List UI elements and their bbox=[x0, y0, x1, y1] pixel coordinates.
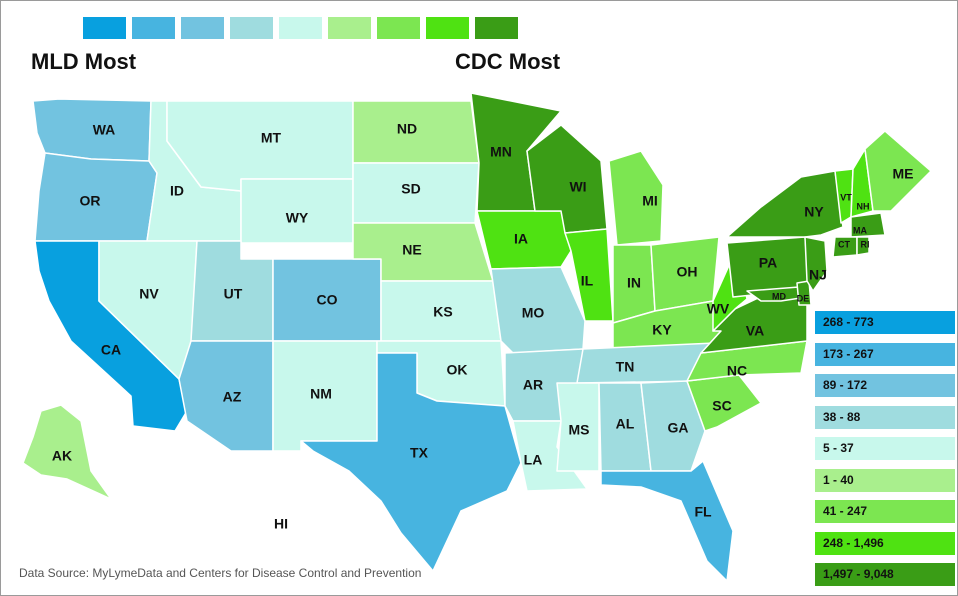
state-ma bbox=[850, 212, 886, 238]
state-label-nm: NM bbox=[310, 386, 332, 402]
state-label-mn: MN bbox=[490, 144, 512, 160]
state-label-wv: WV bbox=[707, 301, 730, 317]
state-label-ks: KS bbox=[433, 304, 452, 320]
state-ms bbox=[556, 382, 600, 472]
state-label-al: AL bbox=[616, 416, 635, 432]
state-label-la: LA bbox=[524, 452, 543, 468]
state-label-id: ID bbox=[170, 183, 184, 199]
state-label-ri: RI bbox=[861, 239, 870, 249]
state-label-tx: TX bbox=[410, 445, 429, 461]
scale-swatch bbox=[181, 17, 224, 39]
state-label-ca: CA bbox=[101, 342, 121, 358]
state-label-mo: MO bbox=[522, 305, 545, 321]
legend: 268 - 773 173 - 267 89 - 172 38 - 88 5 - 37 1… bbox=[815, 311, 955, 595]
state-label-il: IL bbox=[581, 273, 594, 289]
state-label-nv: NV bbox=[139, 286, 159, 302]
state-label-nc: NC bbox=[727, 363, 747, 379]
state-label-ut: UT bbox=[224, 286, 243, 302]
state-mi bbox=[608, 150, 664, 246]
state-me bbox=[864, 130, 932, 212]
state-label-va: VA bbox=[746, 323, 764, 339]
state-ri bbox=[856, 236, 870, 256]
state-label-az: AZ bbox=[223, 389, 242, 405]
state-label-ky: KY bbox=[652, 322, 672, 338]
scale-swatch bbox=[426, 17, 469, 39]
legend-item: 173 - 267 bbox=[815, 342, 955, 366]
state-label-mi: MI bbox=[642, 193, 658, 209]
state-ak bbox=[22, 404, 112, 500]
scale-swatch bbox=[132, 17, 175, 39]
state-label-ga: GA bbox=[668, 420, 689, 436]
state-label-sd: SD bbox=[401, 181, 420, 197]
scale-swatch bbox=[230, 17, 273, 39]
legend-item: 1,497 - 9,048 bbox=[815, 563, 955, 586]
state-label-ok: OK bbox=[447, 362, 468, 378]
state-label-vt: VT bbox=[840, 192, 852, 202]
state-label-or: OR bbox=[80, 193, 101, 209]
state-label-oh: OH bbox=[677, 264, 698, 280]
state-label-md: MD bbox=[772, 291, 786, 301]
state-label-ny: NY bbox=[804, 204, 824, 220]
data-source-note: Data Source: MyLymeData and Centers for … bbox=[19, 566, 422, 580]
scale-swatch bbox=[328, 17, 371, 39]
state-label-sc: SC bbox=[712, 398, 731, 414]
state-label-wi: WI bbox=[569, 179, 586, 195]
state-label-co: CO bbox=[317, 292, 338, 308]
state-label-ia: IA bbox=[514, 231, 528, 247]
state-label-wy: WY bbox=[286, 210, 309, 226]
state-label-pa: PA bbox=[759, 255, 777, 271]
state-label-nh: NH bbox=[857, 201, 870, 211]
state-label-ms: MS bbox=[569, 422, 590, 438]
state-ny bbox=[726, 170, 844, 238]
scale-swatch bbox=[377, 17, 420, 39]
legend-item: 41 - 247 bbox=[815, 500, 955, 523]
state-label-in: IN bbox=[627, 275, 641, 291]
state-label-ct: CT bbox=[838, 239, 850, 249]
legend-item: 89 - 172 bbox=[815, 374, 955, 397]
state-label-wa: WA bbox=[93, 122, 116, 138]
legend-item: 38 - 88 bbox=[815, 405, 955, 429]
state-de bbox=[796, 280, 812, 306]
legend-item: 268 - 773 bbox=[815, 311, 955, 334]
state-label-nd: ND bbox=[397, 121, 417, 137]
state-label-fl: FL bbox=[694, 504, 712, 520]
state-tx bbox=[300, 352, 522, 572]
state-ga bbox=[640, 380, 706, 472]
state-label-ar: AR bbox=[523, 377, 543, 393]
state-label-ma: MA bbox=[853, 225, 867, 235]
state-fl bbox=[600, 460, 734, 582]
state-label-nj: NJ bbox=[809, 267, 827, 283]
state-label-mt: MT bbox=[261, 130, 282, 146]
cdc-most-label: CDC Most bbox=[455, 49, 561, 74]
state-il bbox=[564, 228, 614, 322]
state-label-ne: NE bbox=[402, 242, 421, 258]
scale-swatch bbox=[83, 17, 126, 39]
legend-item: 248 - 1,496 bbox=[815, 531, 955, 555]
state-label-me: ME bbox=[893, 166, 914, 182]
state-label-de: DE bbox=[797, 293, 810, 303]
state-md bbox=[746, 286, 808, 302]
state-label-hi: HI bbox=[274, 516, 288, 532]
state-nj bbox=[804, 236, 828, 292]
scale-swatch bbox=[279, 17, 322, 39]
state-mt bbox=[166, 100, 354, 192]
state-label-tn: TN bbox=[616, 359, 635, 375]
scale-swatch bbox=[475, 17, 518, 39]
state-va bbox=[700, 286, 808, 354]
legend-item: 1 - 40 bbox=[815, 468, 955, 492]
state-label-ak: AK bbox=[52, 448, 72, 464]
legend-item: 5 - 37 bbox=[815, 437, 955, 460]
color-scale-bar bbox=[83, 17, 524, 39]
mld-most-label: MLD Most bbox=[31, 49, 137, 74]
